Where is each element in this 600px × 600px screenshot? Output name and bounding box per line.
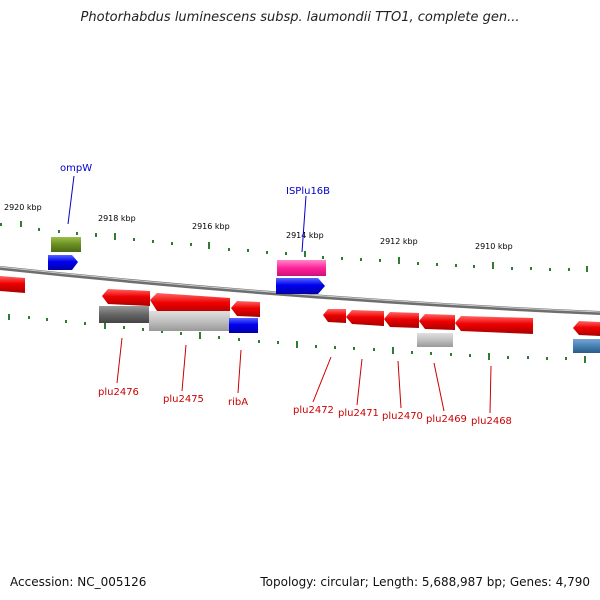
accession-label: Accession: NC_005126 [10,575,147,589]
topology-label: Topology: circular; Length: 5,688,987 bp… [260,575,590,589]
gene-plu2472[interactable] [323,309,346,323]
gene-red-right-edge[interactable] [573,321,600,336]
gene-label-plu2470[interactable]: plu2470 [382,411,423,422]
ruler-label-2918: 2918 kbp [98,214,136,223]
gene-lightgray-2[interactable] [417,333,453,347]
genome-title: Photorhabdus luminescens subsp. laumondi… [80,10,520,25]
ruler-label-2916: 2916 kbp [192,222,230,231]
gene-plu2471[interactable] [346,310,384,326]
ruler-label-2910: 2910 kbp [475,242,513,251]
ruler-label-2914: 2914 kbp [286,231,324,240]
genome-backbone [0,266,600,315]
gene-red-left-edge[interactable] [0,276,25,293]
gene-label-plu2476[interactable]: plu2476 [98,387,139,398]
gene-label-ribA[interactable]: ribA [228,397,248,408]
gene-plu2469-red[interactable] [419,314,455,330]
gene-plu2475-red[interactable] [150,293,230,315]
gene-label-plu2469[interactable]: plu2469 [426,414,467,425]
gene-label-plu2471[interactable]: plu2471 [338,408,379,419]
gene-label-ISPlu16B[interactable]: ISPlu16B [286,186,330,197]
gene-label-plu2472[interactable]: plu2472 [293,405,334,416]
gene-label-plu2468[interactable]: plu2468 [471,416,512,427]
gene-blue-reverse-1[interactable] [229,318,258,333]
gene-plu2476[interactable] [102,289,150,306]
gene-label-plu2475[interactable]: plu2475 [163,394,204,405]
ruler-label-2912: 2912 kbp [380,237,418,246]
upper-ruler [0,221,588,272]
gene-plu2468[interactable] [455,316,533,334]
gene-label-ompW[interactable]: ompW [60,163,92,174]
gene-ompW[interactable] [51,237,81,252]
gene-plu2470[interactable] [384,312,419,328]
gene-lightgray-1[interactable] [149,311,230,331]
ruler-label-2920: 2920 kbp [4,203,42,212]
gene-ISPlu16B[interactable] [277,260,326,276]
label-leader-lines [67,175,492,414]
gene-ribA-red[interactable] [231,301,260,317]
gene-steelblue-right-edge[interactable] [573,339,600,353]
lower-ruler [8,314,586,363]
gene-blue-forward-2[interactable] [276,278,325,294]
gene-blue-forward-1[interactable] [48,255,78,270]
gene-gray-1[interactable] [99,306,149,323]
